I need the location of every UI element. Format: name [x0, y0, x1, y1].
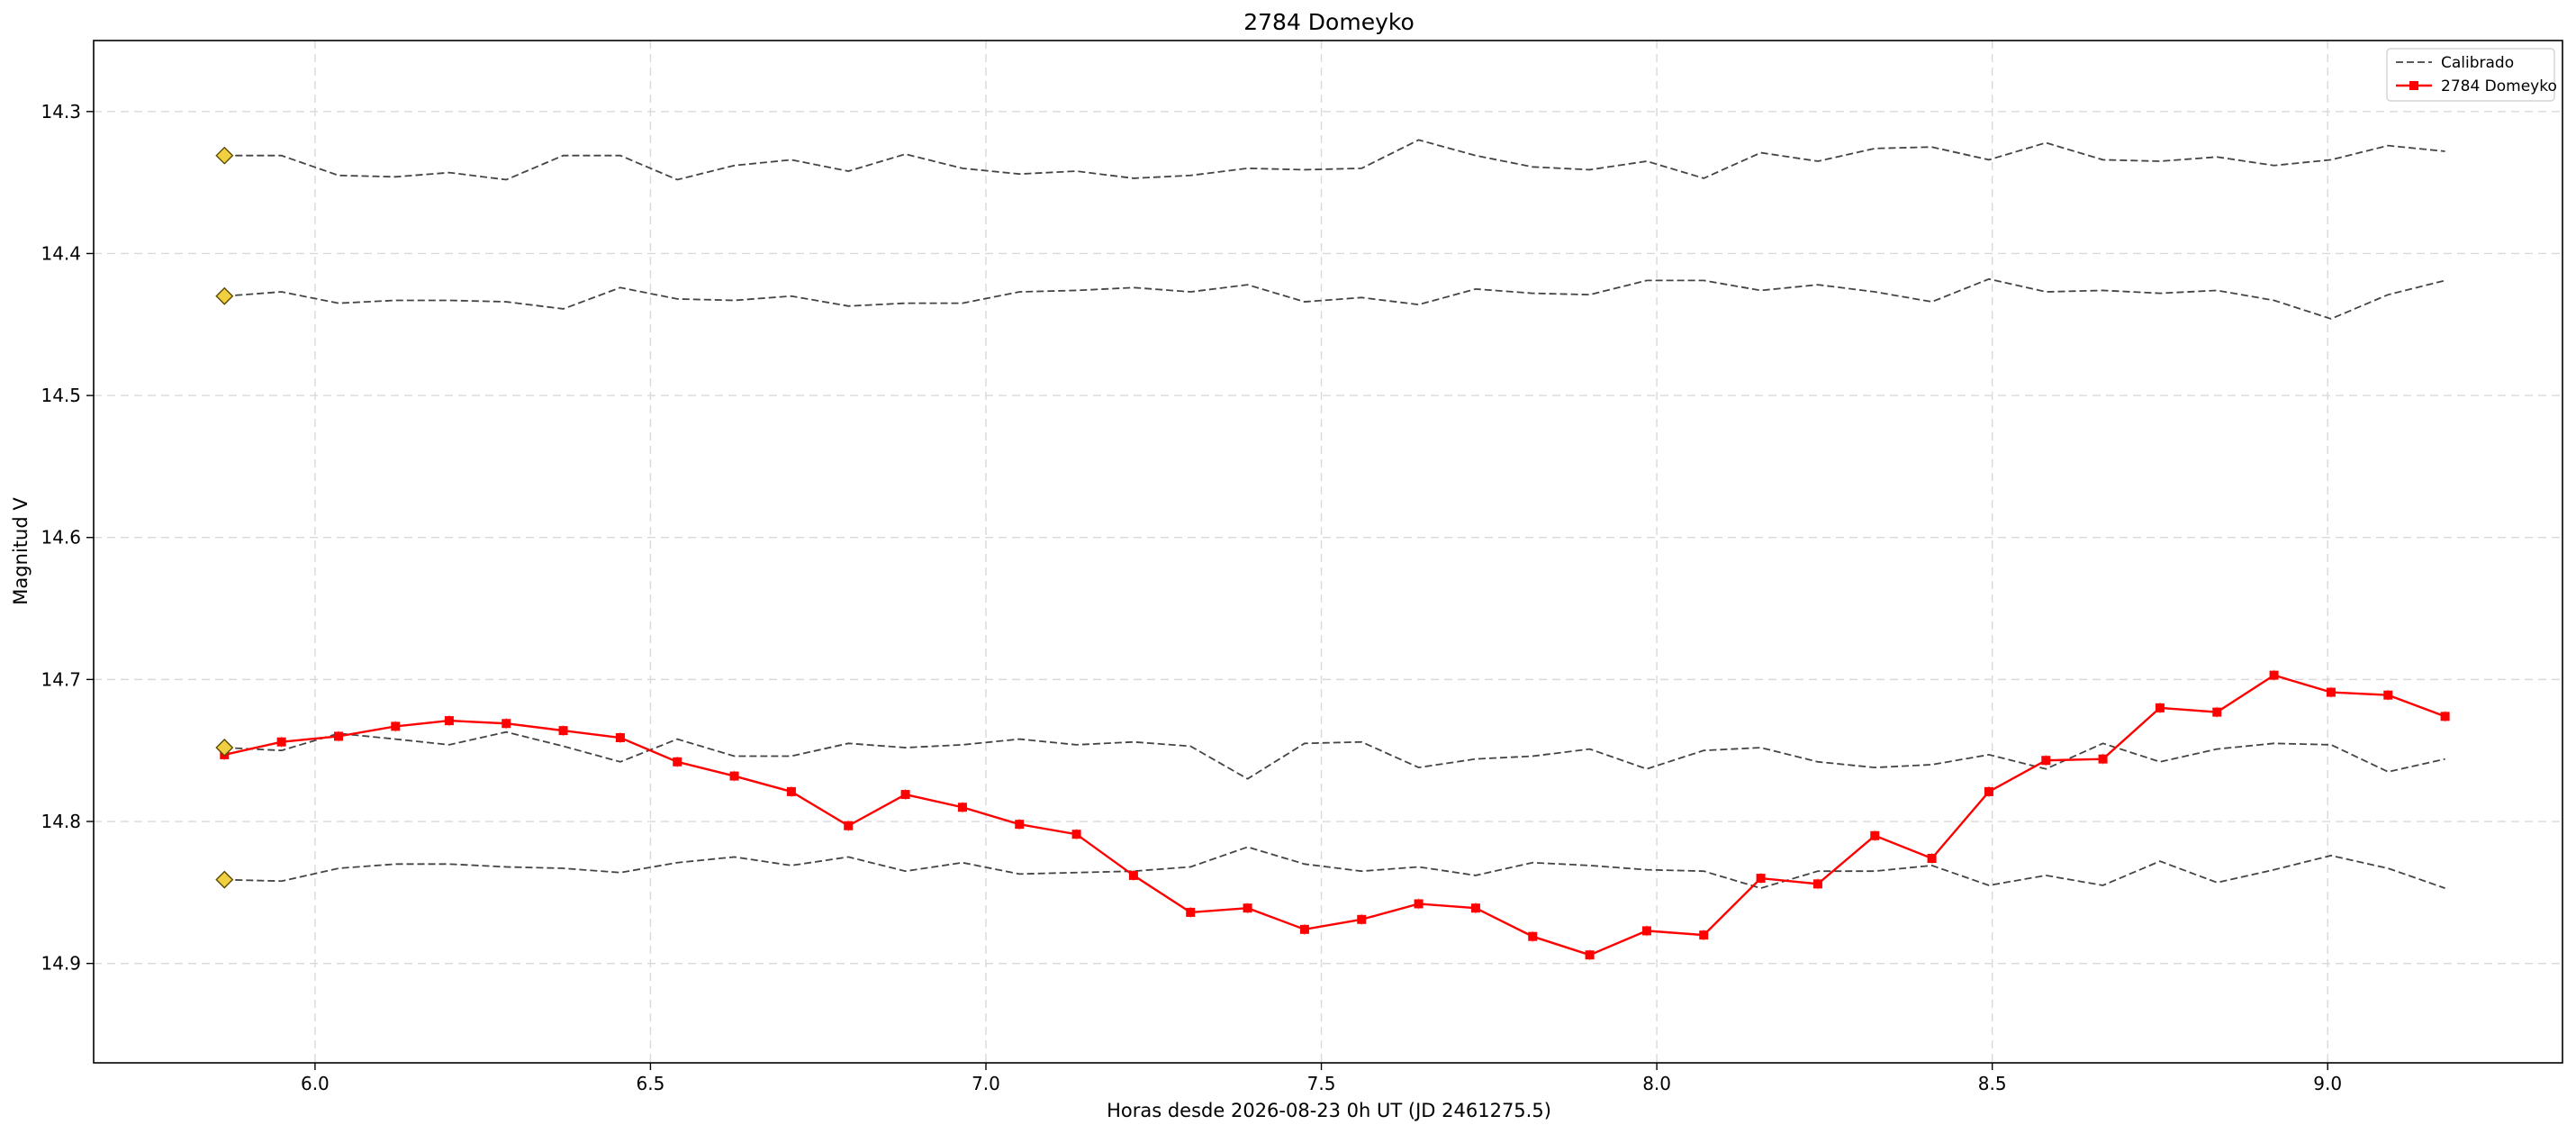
- calibrated-series-line-3: [224, 846, 2445, 890]
- target-point: [558, 726, 568, 736]
- target-point: [444, 716, 454, 726]
- comparison-star-marker: [215, 286, 234, 305]
- target-point: [1470, 903, 1480, 913]
- grid-lines: [94, 41, 2562, 1063]
- target-point: [1299, 924, 1309, 934]
- calibrated-series-line-1: [224, 277, 2445, 320]
- calibrated-series-line-2: [224, 730, 2445, 780]
- comparison-star-marker: [215, 739, 234, 758]
- plot-frame: [93, 40, 2563, 1064]
- target-point: [502, 719, 511, 729]
- target-point: [333, 731, 343, 741]
- target-point: [673, 757, 682, 767]
- target-point: [276, 737, 286, 747]
- target-point: [1186, 907, 1196, 917]
- target-point: [2440, 712, 2450, 721]
- x-tick-label: 8.5: [1978, 1073, 2007, 1094]
- target-point: [2269, 670, 2279, 680]
- target-series: [220, 669, 2450, 961]
- target-point: [2326, 687, 2336, 697]
- y-tick-label: 14.9: [41, 953, 81, 975]
- chart-title: 2784 Domeyko: [1243, 9, 1415, 35]
- comparison-star-markers: [215, 146, 234, 889]
- x-tick-label: 8.0: [1642, 1073, 1671, 1094]
- target-point: [2098, 754, 2108, 764]
- target-point: [2383, 690, 2393, 700]
- y-tick-label: 14.4: [41, 242, 81, 264]
- target-point: [2155, 703, 2165, 712]
- x-axis-ticks: 6.0 6.5 7.0 7.5 8.0 8.5 9.0: [301, 1063, 2342, 1094]
- x-tick-label: 7.0: [972, 1073, 1000, 1094]
- target-point: [1414, 899, 1424, 909]
- x-tick-label: 6.5: [637, 1073, 665, 1094]
- target-point: [957, 803, 967, 812]
- target-point: [1128, 870, 1138, 880]
- x-tick-label: 9.0: [2313, 1073, 2342, 1094]
- y-tick-label: 14.7: [41, 668, 81, 690]
- target-point: [1641, 926, 1651, 936]
- target-point: [729, 771, 739, 781]
- target-point: [391, 721, 401, 731]
- target-point: [1927, 854, 1937, 863]
- target-point: [1984, 786, 1993, 796]
- target-point: [615, 733, 625, 743]
- calibrated-series-line-0: [224, 139, 2445, 181]
- x-tick-label: 7.5: [1307, 1073, 1336, 1094]
- y-tick-label: 14.3: [41, 101, 81, 122]
- y-tick-label: 14.8: [41, 811, 81, 832]
- target-point: [1015, 820, 1025, 830]
- x-tick-label: 6.0: [301, 1073, 330, 1094]
- target-point: [2041, 756, 2051, 766]
- target-point: [1756, 874, 1766, 884]
- comparison-star-marker: [215, 870, 234, 889]
- target-point: [1243, 903, 1252, 913]
- target-point: [2212, 707, 2222, 717]
- legend-target-label: 2784 Domeyko: [2441, 77, 2557, 95]
- legend-target-marker: [2409, 81, 2418, 90]
- target-point: [786, 786, 796, 796]
- calibrated-series: [224, 139, 2445, 890]
- x-axis-label: Horas desde 2026-08-23 0h UT (JD 2461275…: [1107, 1100, 1551, 1121]
- target-point: [900, 790, 910, 800]
- target-point: [1585, 950, 1595, 960]
- target-series-line: [224, 674, 2446, 957]
- y-axis-ticks: 14.3 14.4 14.5 14.6 14.7 14.8 14.9: [41, 101, 94, 975]
- target-point: [1528, 931, 1538, 941]
- target-point: [1071, 830, 1081, 839]
- target-point: [844, 821, 854, 830]
- target-point: [1870, 830, 1880, 840]
- comparison-star-marker: [215, 146, 234, 165]
- target-point: [1699, 930, 1709, 940]
- legend: Calibrado 2784 Domeyko: [2386, 48, 2557, 102]
- y-axis-label: Magnitud V: [10, 497, 32, 605]
- target-point: [1812, 879, 1822, 889]
- y-tick-label: 14.6: [41, 527, 81, 549]
- legend-calibrado-label: Calibrado: [2441, 54, 2514, 72]
- y-tick-label: 14.5: [41, 385, 81, 406]
- target-point: [1357, 914, 1367, 924]
